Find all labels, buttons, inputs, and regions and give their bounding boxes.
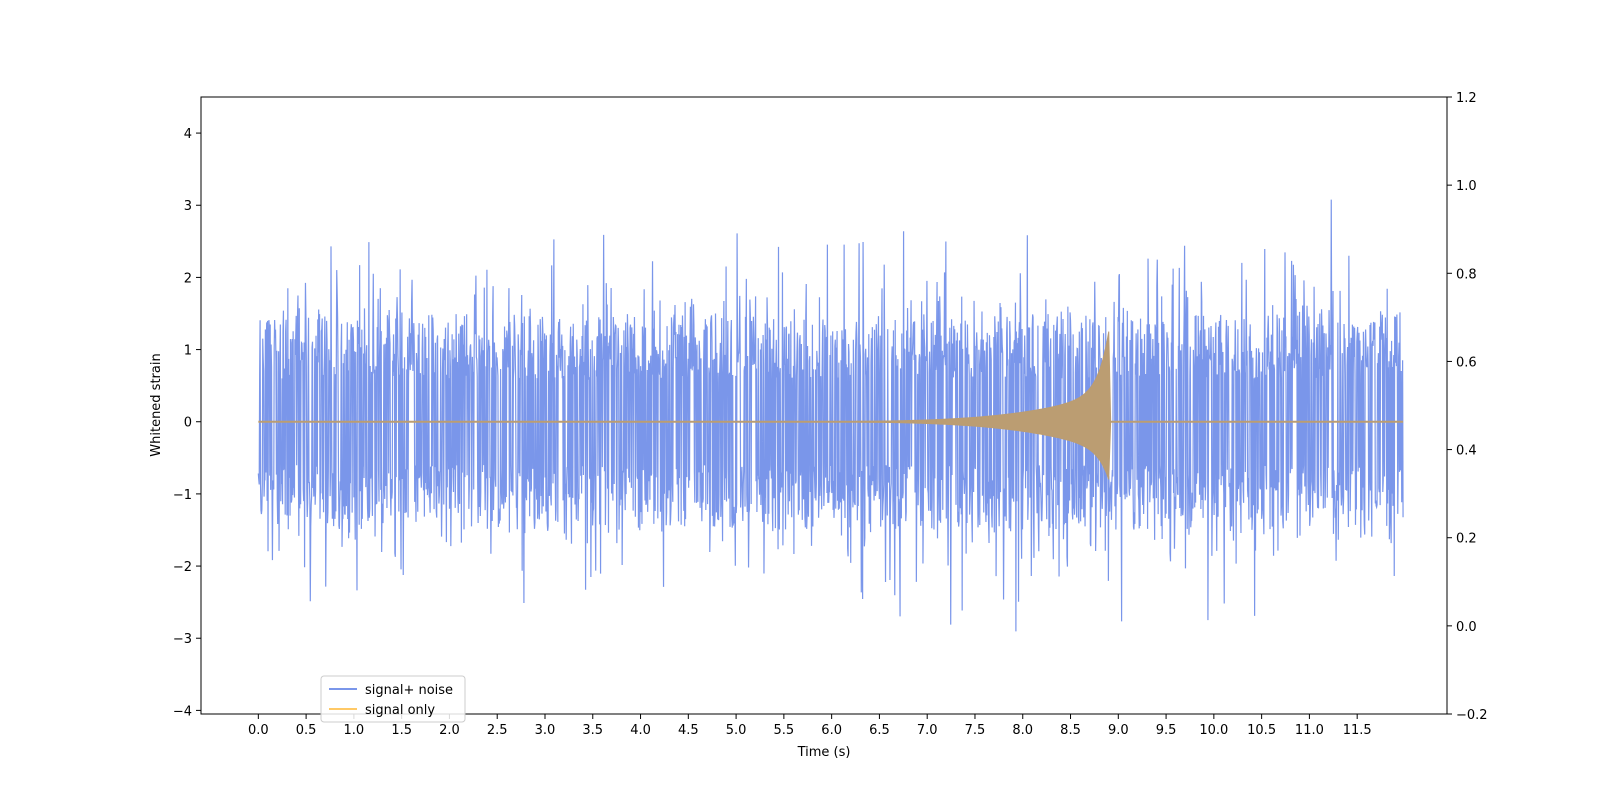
legend-box — [320, 675, 466, 723]
y-tick-label: 1 — [184, 344, 192, 359]
y-tick-label: 2 — [184, 271, 192, 286]
x-tick-label: 2.5 — [487, 723, 508, 738]
legend-label-signal-only: signal only — [365, 703, 435, 718]
y2-tick-label: 0.6 — [1456, 355, 1477, 370]
plot-area — [257, 199, 1404, 632]
x-tick-label: 4.5 — [678, 723, 699, 738]
x-tick-label: 5.5 — [774, 723, 795, 738]
x-tick-label: 1.0 — [344, 723, 365, 738]
y2-tick-label: 0.4 — [1456, 444, 1477, 459]
x-tick-label: 8.5 — [1060, 723, 1081, 738]
x-tick-label: 3.5 — [582, 723, 603, 738]
axes-frame — [200, 96, 1448, 715]
y2-tick-label: 0.0 — [1456, 620, 1477, 635]
x-tick-label: 1.5 — [391, 723, 412, 738]
y2-tick-label: 0.8 — [1456, 267, 1477, 282]
y2-tick-label: 1.2 — [1456, 91, 1477, 106]
x-tick-label: 2.0 — [439, 723, 460, 738]
x-tick-label: 3.0 — [535, 723, 556, 738]
x-tick-label: 6.5 — [869, 723, 890, 738]
x-tick-label: 10.0 — [1199, 723, 1228, 738]
axis-ticks: 0.0 0.5 1.0 1.5 2.0 2.5 3.0 3.5 4.0 4.5 5.0 5.5 6.0 6… — [173, 91, 1488, 738]
y-tick-label: 4 — [184, 127, 192, 142]
x-tick-label: 4.0 — [630, 723, 651, 738]
x-tick-label: 8.0 — [1012, 723, 1033, 738]
y-axis-label: Whitened strain — [149, 353, 164, 456]
x-tick-label: 7.0 — [917, 723, 938, 738]
x-tick-label: 9.5 — [1156, 723, 1177, 738]
x-tick-label: 0.5 — [296, 723, 317, 738]
y-tick-label: −4 — [173, 704, 192, 719]
x-tick-label: 11.0 — [1295, 723, 1324, 738]
x-tick-label: 6.0 — [821, 723, 842, 738]
series-signal-noise — [257, 199, 1404, 632]
y-tick-label: −2 — [173, 560, 192, 575]
y2-tick-label: 1.0 — [1456, 179, 1477, 194]
x-tick-label: 10.5 — [1247, 723, 1276, 738]
y2-tick-label: 0.2 — [1456, 532, 1477, 547]
x-tick-label: 11.5 — [1343, 723, 1372, 738]
x-tick-label: 7.5 — [965, 723, 986, 738]
x-tick-label: 0.0 — [248, 723, 269, 738]
y-tick-label: 0 — [184, 416, 192, 431]
legend: signal+ noise signal only — [320, 675, 466, 723]
y-tick-label: 3 — [184, 199, 192, 214]
legend-label-signal-noise: signal+ noise — [365, 683, 453, 698]
x-tick-label: 9.0 — [1108, 723, 1129, 738]
y2-tick-label: −0.2 — [1456, 708, 1488, 723]
y-tick-label: −1 — [173, 488, 192, 503]
x-axis-label: Time (s) — [797, 745, 851, 760]
y-tick-label: −3 — [173, 632, 192, 647]
x-tick-label: 5.0 — [726, 723, 747, 738]
